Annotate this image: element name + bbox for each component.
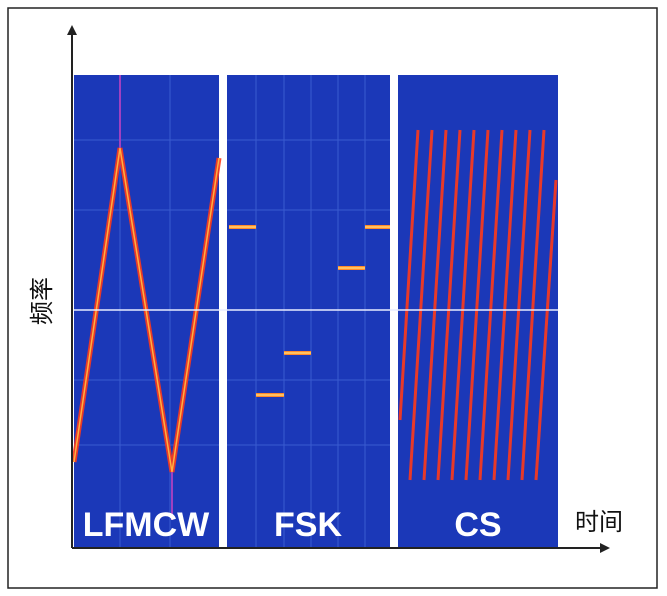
panel-label: CS xyxy=(454,506,501,544)
panel-lfmcw xyxy=(71,75,222,548)
panel-label: LFMCW xyxy=(83,506,210,544)
panel-label: FSK xyxy=(274,506,342,544)
panel-cs xyxy=(398,75,558,548)
y-axis-label: 频率 xyxy=(28,277,56,325)
frame xyxy=(7,7,658,589)
panel-fsk xyxy=(227,75,390,548)
x-axis-label: 时间 xyxy=(575,508,623,536)
